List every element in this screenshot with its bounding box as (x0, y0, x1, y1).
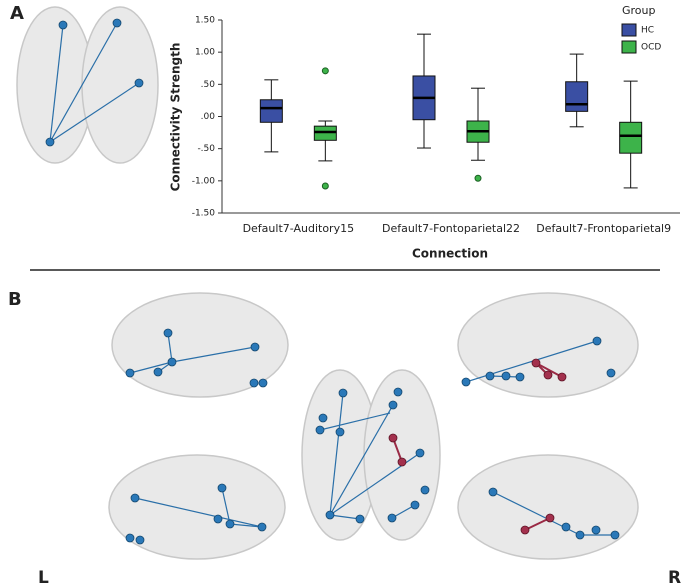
brain-top-view-a (16, 6, 159, 164)
brain-top-view-b (301, 369, 441, 541)
panel-label: B (8, 289, 22, 310)
x-tick-label: Default7-Fontoparietal22 (382, 222, 520, 235)
x-axis-title: Connection (412, 247, 488, 261)
box (259, 99, 283, 123)
brain-right-lateral-bottom (457, 454, 639, 560)
box (313, 125, 337, 141)
outlier (474, 174, 482, 182)
y-tick-label: 1.50 (195, 16, 215, 26)
brain-left-lateral-bottom (108, 454, 286, 560)
legend-label: HC (641, 26, 654, 36)
x-tick-label: Default7-Frontoparietal9 (536, 222, 671, 235)
y-tick-label: -.50 (197, 144, 215, 154)
y-tick-label: .00 (201, 112, 216, 122)
outlier (321, 182, 329, 190)
legend-title: Group (622, 4, 656, 17)
box (619, 121, 643, 154)
y-tick-label: -1.00 (192, 176, 216, 186)
box (565, 81, 589, 112)
y-axis-title: Connectivity Strength (169, 43, 183, 192)
legend-swatch (621, 40, 637, 54)
side-label: L (38, 568, 49, 587)
y-tick-label: .50 (201, 80, 216, 90)
legend-swatch (621, 23, 637, 37)
y-tick-label: -1.50 (192, 209, 216, 219)
brain-right-lateral-top (457, 292, 639, 398)
side-label: R (668, 568, 681, 587)
y-tick-label: 1.00 (195, 48, 215, 58)
x-tick-label: Default7-Auditory15 (243, 222, 355, 235)
legend-label: OCD (641, 43, 661, 53)
brain-left-lateral-top (111, 292, 289, 398)
outlier (321, 67, 329, 75)
panel-label: A (10, 3, 24, 24)
